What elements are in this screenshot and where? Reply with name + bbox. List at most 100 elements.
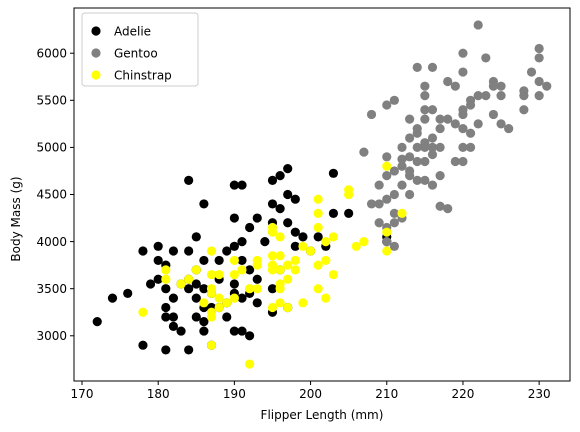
data-point — [168, 293, 179, 303]
data-point — [214, 255, 224, 266]
data-point — [229, 269, 239, 280]
legend-marker — [91, 48, 101, 58]
y-tick-label: 3500 — [36, 282, 67, 296]
data-point — [206, 269, 217, 280]
data-point — [229, 255, 239, 266]
data-point — [328, 168, 339, 178]
data-point — [458, 142, 468, 152]
data-point — [191, 293, 201, 303]
data-point — [138, 246, 148, 256]
data-point — [267, 251, 278, 261]
data-point — [237, 326, 247, 336]
data-point — [199, 317, 209, 327]
data-point — [290, 241, 300, 251]
data-point — [237, 180, 247, 190]
x-axis-label: Flipper Length (mm) — [261, 408, 384, 422]
data-point — [397, 154, 407, 164]
data-point — [496, 119, 506, 129]
x-tick-label: 170 — [71, 387, 94, 401]
data-point — [275, 251, 285, 261]
data-point — [526, 67, 537, 77]
data-point — [465, 128, 476, 138]
data-point — [290, 194, 300, 204]
data-point — [267, 260, 278, 270]
data-point — [328, 208, 339, 218]
data-point — [229, 213, 239, 223]
data-point — [191, 265, 201, 275]
data-point — [252, 274, 262, 284]
data-point — [443, 76, 453, 87]
data-point — [328, 232, 339, 242]
data-point — [435, 142, 445, 152]
legend-marker — [91, 26, 101, 36]
data-point — [366, 199, 377, 209]
data-point — [405, 189, 415, 200]
data-point — [138, 340, 148, 350]
data-point — [206, 340, 217, 350]
data-point — [496, 81, 506, 91]
data-point — [161, 302, 171, 313]
data-point — [153, 241, 163, 251]
data-point — [443, 114, 453, 124]
data-point — [298, 232, 308, 242]
data-point — [222, 312, 232, 322]
data-point — [420, 81, 430, 91]
data-point — [184, 246, 194, 256]
data-point — [420, 114, 430, 124]
data-point — [229, 293, 239, 303]
data-point — [344, 185, 354, 195]
data-point — [275, 204, 285, 214]
legend-label: Adelie — [114, 24, 151, 38]
x-tick-label: 210 — [375, 387, 398, 401]
data-point — [267, 302, 278, 313]
data-point — [397, 180, 407, 190]
y-axis-label: Body Mass (g) — [9, 176, 23, 261]
data-point — [313, 284, 323, 294]
x-tick-label: 230 — [528, 387, 551, 401]
data-point — [412, 156, 422, 167]
data-point — [473, 119, 483, 129]
data-point — [405, 166, 415, 176]
data-point — [153, 255, 163, 266]
data-point — [313, 194, 323, 204]
data-point — [420, 156, 430, 167]
data-point — [283, 189, 293, 200]
data-point — [92, 317, 102, 327]
data-point — [458, 67, 468, 77]
data-point — [389, 241, 399, 251]
data-point — [374, 180, 384, 190]
data-point — [245, 331, 255, 341]
data-point — [199, 255, 209, 266]
data-point — [161, 284, 171, 294]
data-point — [382, 161, 392, 171]
data-point — [519, 86, 529, 96]
data-point — [145, 279, 156, 289]
data-point — [229, 241, 239, 251]
data-point — [435, 201, 445, 211]
data-point — [283, 164, 293, 174]
data-point — [427, 180, 438, 190]
data-point — [199, 326, 209, 336]
data-point — [222, 298, 232, 308]
y-tick-label: 5500 — [36, 94, 67, 108]
data-point — [321, 237, 331, 247]
data-point — [168, 321, 179, 331]
data-point — [252, 284, 262, 294]
data-point — [229, 326, 239, 336]
data-point — [328, 269, 339, 280]
data-point — [176, 279, 186, 289]
data-point — [184, 284, 194, 294]
data-point — [427, 142, 438, 152]
y-tick-label: 3000 — [36, 329, 67, 343]
data-point — [382, 152, 392, 162]
data-point — [458, 123, 468, 134]
data-point — [420, 91, 430, 101]
series-chinstrap — [138, 161, 407, 369]
data-point — [389, 218, 399, 228]
x-tick-label: 200 — [299, 387, 322, 401]
data-point — [153, 274, 163, 284]
data-point — [267, 284, 278, 294]
data-point — [481, 53, 491, 63]
data-point — [222, 246, 232, 256]
